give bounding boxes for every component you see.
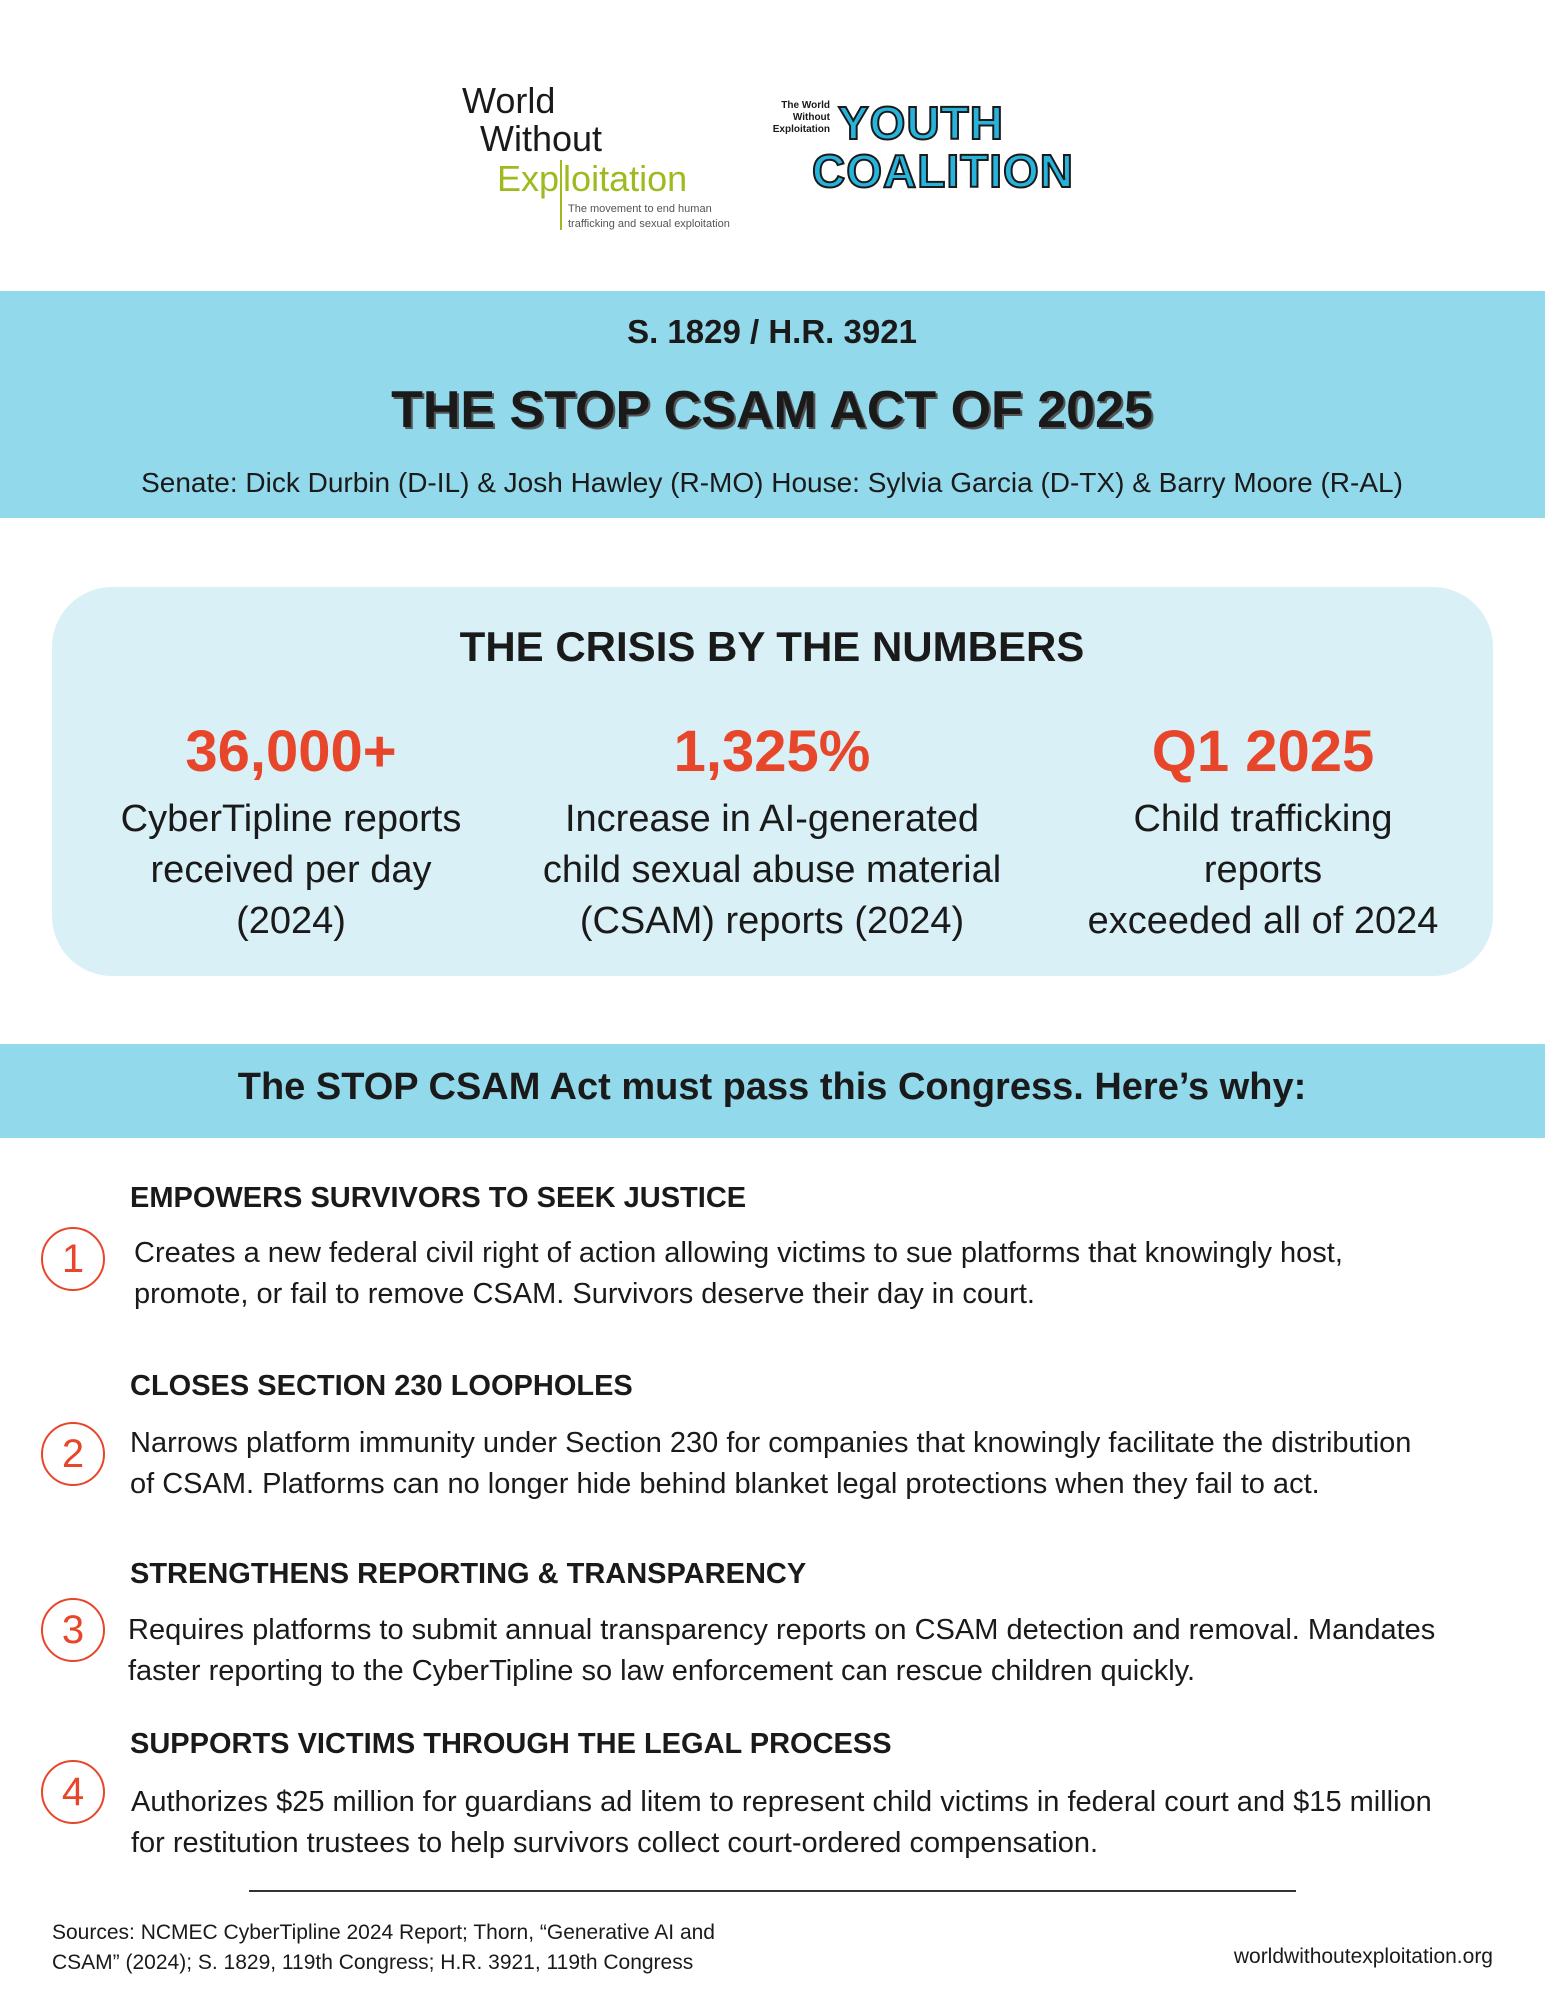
item-heading: EMPOWERS SURVIVORS TO SEEK JUSTICE: [130, 1182, 747, 1214]
stat-text: Increase in AI-generated: [564, 798, 980, 840]
title-banner: [0, 291, 1545, 518]
why-heading: The STOP CSAM Act must pass this Congres…: [237, 1066, 1307, 1108]
text: The World: [781, 100, 830, 111]
item-text: promote, or fail to remove CSAM. Survivo…: [134, 1278, 1035, 1310]
stat-number: Q1 2025: [1151, 719, 1375, 784]
stat-text: exceeded all of 2024: [1087, 900, 1439, 942]
why-banner: [0, 1044, 1545, 1138]
title: THE STOP CSAM ACT OF 2025: [391, 381, 1153, 439]
stat-text: child sexual abuse material: [542, 849, 1002, 891]
item-text: faster reporting to the CyberTipline so …: [128, 1655, 1196, 1687]
stats-box: [52, 587, 1493, 976]
item-text: Authorizes $25 million for guardians ad …: [131, 1786, 1432, 1818]
text: CSAM” (2024); S. 1829, 119th Congress; H…: [52, 1951, 694, 1974]
logo-bar: [560, 160, 563, 230]
text: Exploitation: [772, 124, 830, 135]
stat-text: CyberTipline reports: [120, 798, 462, 840]
item-number: 4: [41, 1760, 105, 1824]
logo-part: loitation: [563, 158, 688, 199]
stat-number: 1,325%: [673, 719, 871, 784]
item-heading: SUPPORTS VICTIMS THROUGH THE LEGAL PROCE…: [130, 1728, 892, 1760]
stats-heading: THE CRISIS BY THE NUMBERS: [459, 623, 1085, 670]
sponsors: Senate: Dick Durbin (D-IL) & Josh Hawley…: [141, 467, 1403, 498]
text: Without: [792, 112, 830, 123]
item-text: Requires platforms to submit annual tran…: [128, 1614, 1436, 1646]
coalition-word: COALITION: [811, 144, 1074, 198]
website[interactable]: worldwithoutexploitation.org: [1233, 1945, 1493, 1968]
logo-line: Exp loitation: [497, 160, 687, 230]
item-heading: STRENGTHENS REPORTING & TRANSPARENCY: [130, 1558, 807, 1590]
item-text: of CSAM. Platforms can no longer hide be…: [130, 1468, 1320, 1500]
logo-part: Exp: [497, 158, 560, 199]
coalition-small: The World Without Exploitation: [773, 100, 830, 136]
logo-line: Without: [480, 118, 603, 159]
item-number: 2: [41, 1422, 105, 1486]
coalition-youth: YOUTH: [837, 96, 1004, 150]
item-text: Creates a new federal civil right of act…: [134, 1237, 1343, 1269]
item-number: 1: [41, 1227, 105, 1291]
stat-text: Child trafficking: [1133, 798, 1393, 840]
bill-number: S. 1829 / H.R. 3921: [627, 313, 917, 350]
stat-text: (CSAM) reports (2024): [579, 900, 965, 942]
rule: [249, 1890, 1296, 1892]
item-number: 3: [41, 1598, 105, 1662]
stat-text: reports: [1203, 849, 1323, 891]
stat-text: (2024): [236, 900, 346, 942]
logo-tagline: The movement to end human: [568, 203, 712, 215]
item-text: for restitution trustees to help survivo…: [131, 1827, 1099, 1859]
stat-number: 36,000+: [185, 719, 397, 784]
sources: Sources: NCMEC CyberTipline 2024 Report;…: [52, 1918, 715, 1978]
text: Sources: NCMEC CyberTipline 2024 Report;…: [52, 1921, 715, 1944]
item-text: Narrows platform immunity under Section …: [130, 1427, 1412, 1459]
item-heading: CLOSES SECTION 230 LOOPHOLES: [130, 1370, 633, 1402]
stat-text: received per day: [150, 849, 432, 891]
logo-line: World: [462, 80, 556, 121]
logo-tagline: trafficking and sexual exploitation: [568, 218, 730, 230]
